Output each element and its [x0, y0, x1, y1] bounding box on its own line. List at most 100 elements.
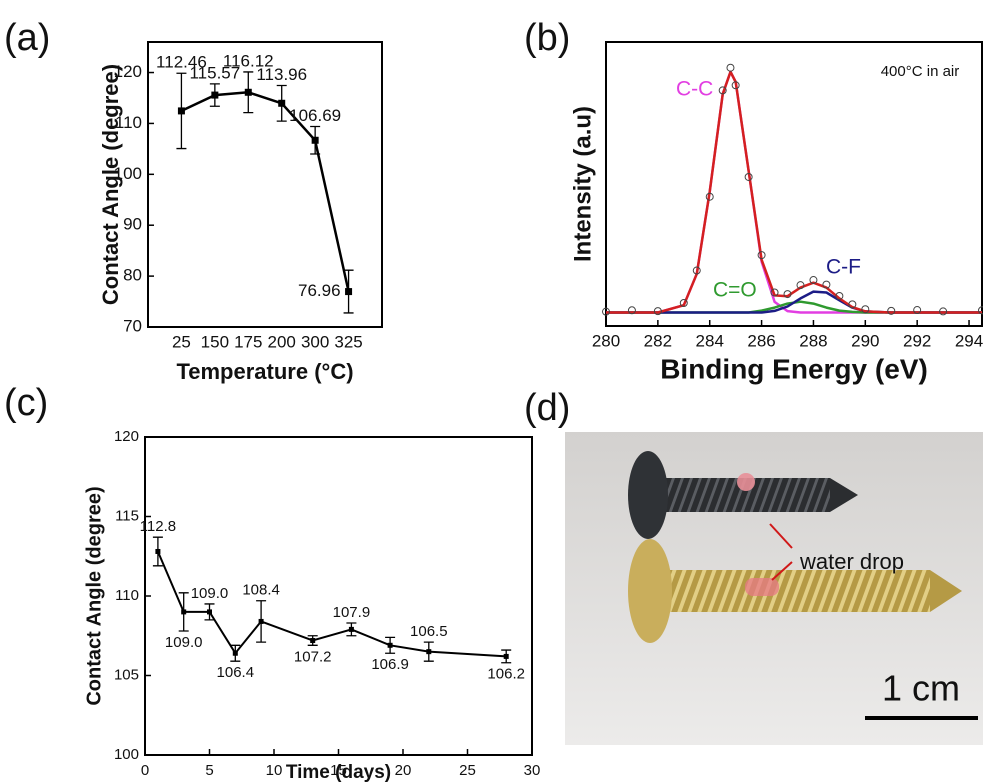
data-point — [822, 280, 831, 289]
panel-label: (d) — [524, 387, 570, 429]
y-tick-label: 80 — [123, 266, 142, 285]
data-point — [796, 281, 805, 290]
data-point — [679, 299, 688, 308]
data-line — [156, 551, 507, 658]
data-point — [770, 288, 779, 297]
data-point — [207, 609, 212, 615]
fit-curve — [606, 290, 982, 314]
y-axis-title: Contact Angle (degree) — [83, 486, 105, 705]
x-tick-label: 282 — [644, 331, 672, 350]
panel-label: (a) — [4, 17, 50, 59]
x-axis-title: Binding Energy (eV) — [660, 353, 928, 384]
photo-annotation: water drop — [799, 549, 904, 574]
x-tick-label: 25 — [172, 332, 191, 351]
data-point — [181, 609, 187, 615]
arrow — [769, 523, 793, 549]
x-tick-label: 175 — [234, 332, 262, 351]
x-tick-label: 20 — [395, 762, 412, 779]
data-line — [180, 91, 350, 292]
data-point — [978, 306, 983, 315]
screw-head — [628, 451, 668, 539]
value-label: 116.12 — [223, 51, 274, 70]
data-point — [278, 99, 286, 107]
data-point — [809, 276, 818, 285]
panel-label: (b) — [524, 17, 570, 59]
data-point — [887, 306, 896, 315]
fit-curve — [606, 70, 982, 314]
x-tick-label: 200 — [268, 332, 296, 351]
x-axis-title: Time (days) — [286, 762, 391, 782]
data-point — [310, 638, 316, 644]
water-drop — [745, 578, 779, 596]
y-tick-label: 90 — [123, 215, 142, 234]
y-axis-title: Contact Angle (degree) — [98, 64, 123, 305]
y-tick-label: 100 — [114, 164, 142, 183]
x-tick-label: 284 — [696, 331, 724, 350]
value-label: 106.9 — [371, 656, 409, 673]
x-tick-label: 294 — [955, 331, 983, 350]
data-point — [757, 251, 766, 260]
data-point — [348, 626, 354, 632]
data-point — [177, 107, 185, 115]
x-tick-label: 5 — [205, 762, 213, 779]
y-tick-label: 100 — [114, 746, 139, 763]
value-label: 112.46 — [156, 53, 207, 72]
plot-frame — [147, 41, 383, 328]
x-tick-label: 286 — [747, 331, 775, 350]
arrow — [771, 561, 793, 581]
value-label: 109.0 — [165, 634, 203, 651]
value-label: 113.96 — [256, 65, 307, 84]
data-point — [939, 307, 948, 316]
data-point — [653, 307, 662, 316]
data-point — [861, 305, 870, 314]
data-point — [913, 306, 922, 315]
data-point — [848, 300, 857, 309]
y-tick-label: 110 — [115, 587, 139, 604]
y-tick-label: 70 — [123, 316, 142, 335]
annotation: 400°C in air — [881, 63, 960, 80]
data-point — [258, 618, 264, 624]
value-label: 106.4 — [217, 664, 255, 681]
value-label: 106.5 — [410, 623, 448, 640]
data-point — [345, 288, 353, 296]
data-point — [705, 192, 714, 201]
x-tick-label: 292 — [903, 331, 931, 350]
data-point — [503, 653, 509, 659]
value-label: 108.4 — [242, 582, 280, 599]
scale-bar-label: 1 cm — [882, 668, 960, 709]
y-tick-label: 105 — [114, 666, 139, 683]
x-tick-label: 0 — [141, 762, 149, 779]
value-label: 115.57 — [189, 63, 240, 82]
screw-tip — [930, 570, 962, 612]
y-axis-title: Intensity (a.u) — [569, 106, 596, 262]
data-point — [426, 649, 432, 655]
data-point — [602, 307, 610, 316]
data-point — [311, 136, 319, 144]
screw-head — [628, 539, 672, 643]
screw-shaft — [668, 570, 930, 612]
y-tick-label: 115 — [115, 507, 139, 524]
data-point — [387, 642, 393, 648]
x-tick-label: 15 — [330, 762, 347, 779]
x-tick-label: 325 — [334, 332, 362, 351]
value-label: 107.2 — [294, 648, 332, 665]
x-axis-title: Temperature (°C) — [176, 359, 353, 384]
x-tick-label: 10 — [266, 762, 283, 779]
screw-tip — [830, 478, 858, 512]
data-point — [692, 266, 701, 275]
value-label: 112.8 — [140, 518, 176, 535]
y-tick-label: 110 — [115, 113, 142, 132]
curve-label: C=O — [713, 279, 757, 302]
water-drop — [737, 473, 755, 491]
x-tick-label: 300 — [301, 332, 329, 351]
x-tick-label: 150 — [201, 332, 229, 351]
data-point — [627, 306, 636, 315]
value-label: 106.69 — [289, 106, 341, 125]
data-point — [726, 63, 735, 72]
data-point — [731, 81, 740, 90]
data-point — [718, 86, 727, 95]
y-tick-label: 120 — [114, 62, 142, 81]
y-tick-label: 120 — [114, 428, 139, 445]
curve-label: C-C — [676, 78, 713, 101]
